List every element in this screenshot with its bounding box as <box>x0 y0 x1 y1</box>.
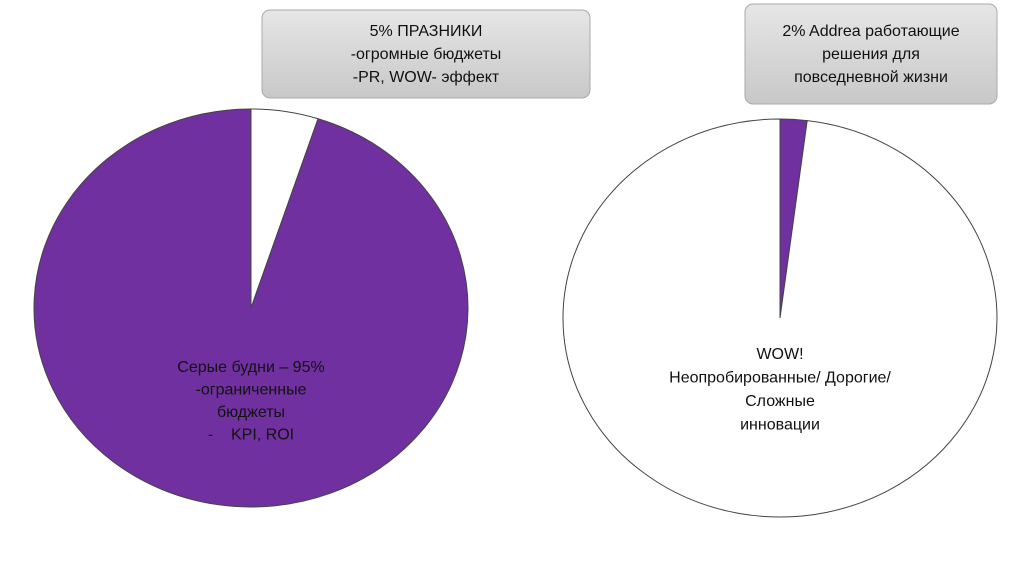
annotation-text: -ограниченные <box>196 382 307 399</box>
callout-text: 2% Addrea работающие <box>782 23 959 40</box>
annotation-text: инновации <box>740 417 820 434</box>
annotation-text: Серые будни – 95% <box>177 359 324 376</box>
callout-text: -огромные бюджеты <box>351 46 502 63</box>
annotation-text: Сложные <box>745 393 815 410</box>
annotation-text: - KPI, ROI <box>208 427 294 444</box>
callout-text: -PR, WOW- эффект <box>353 69 500 86</box>
annotation-text: WOW! <box>756 346 803 363</box>
callout-box <box>744 3 998 105</box>
callout-text: 5% ПРАЗНИКИ <box>370 23 483 40</box>
callout-box <box>261 9 591 99</box>
callout-text: решения для <box>822 46 920 63</box>
annotation-text: Неопробированные/ Дорогие/ <box>669 370 891 387</box>
pie-slice <box>33 108 469 508</box>
annotation-text: бюджеты <box>217 404 285 421</box>
callout-text: повседневной жизни <box>794 69 948 86</box>
pie-slice <box>562 118 998 518</box>
